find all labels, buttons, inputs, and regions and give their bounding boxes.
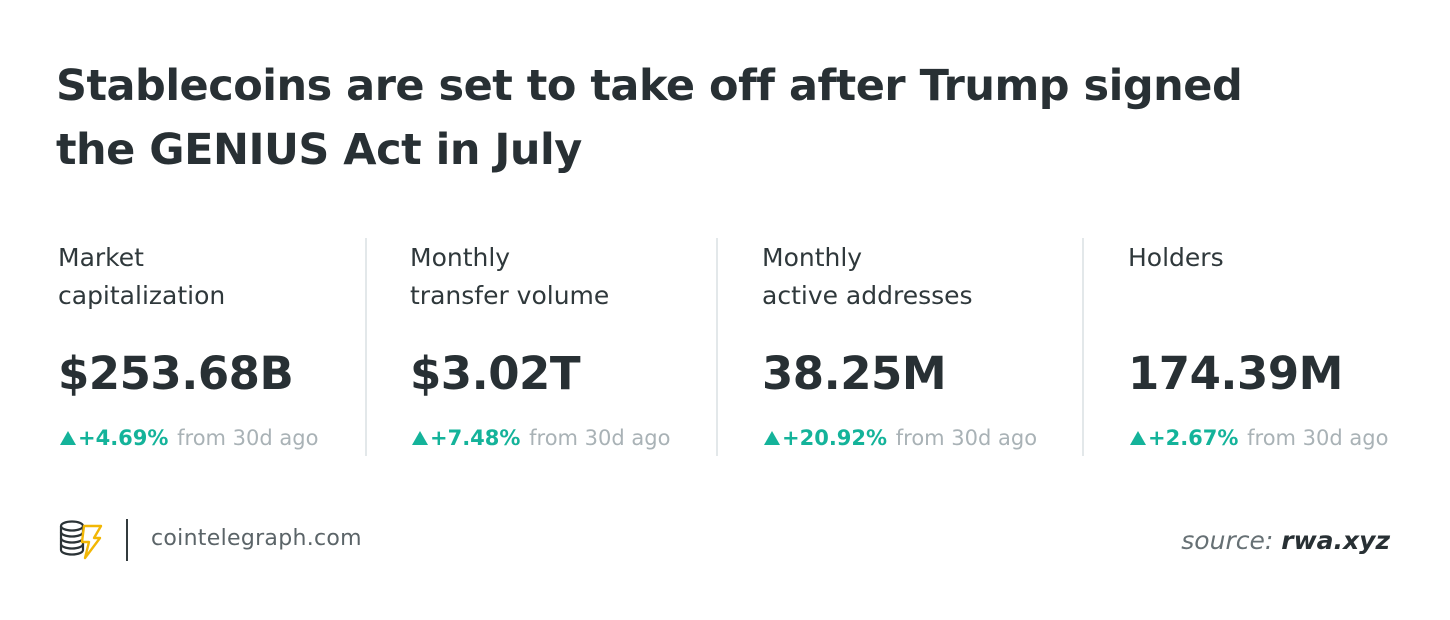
stat-holders: Holders 174.39M +2.67% from 30d ago xyxy=(1128,238,1388,456)
stat-value: 174.39M xyxy=(1128,347,1343,400)
change-period: from 30d ago xyxy=(529,426,671,450)
stat-label: Monthly transfer volume xyxy=(410,239,609,315)
stat-label-line-1: Market xyxy=(58,243,144,272)
stat-active-addresses: Monthly active addresses 38.25M +20.92% … xyxy=(762,238,1037,456)
stat-value: $3.02T xyxy=(410,347,581,400)
page-title: Stablecoins are set to take off after Tr… xyxy=(56,54,1356,182)
stat-transfer-volume: Monthly transfer volume $3.02T +7.48% fr… xyxy=(410,238,670,456)
stat-value: 38.25M xyxy=(762,347,947,400)
cointelegraph-logo-icon xyxy=(59,520,103,560)
source-name: rwa.xyz xyxy=(1281,526,1390,555)
up-arrow-icon xyxy=(412,431,428,445)
change-percent: +20.92% xyxy=(782,426,888,450)
stat-market-cap: Market capitalization $253.68B +4.69% fr… xyxy=(58,238,318,456)
change-percent: +4.69% xyxy=(78,426,169,450)
stat-change: +2.67% from 30d ago xyxy=(1130,423,1388,453)
stat-label: Market capitalization xyxy=(58,239,225,315)
stat-label-line-2: transfer volume xyxy=(410,281,610,310)
column-divider xyxy=(365,238,367,456)
change-period: from 30d ago xyxy=(895,426,1038,450)
change-period: from 30d ago xyxy=(177,426,319,450)
stat-change: +4.69% from 30d ago xyxy=(60,423,318,453)
stat-label-line-1: Monthly xyxy=(410,243,511,272)
footer-separator xyxy=(126,519,128,561)
stat-change: +20.92% from 30d ago xyxy=(764,423,1037,453)
up-arrow-icon xyxy=(60,431,76,445)
up-arrow-icon xyxy=(764,431,780,445)
stat-change: +7.48% from 30d ago xyxy=(412,423,670,453)
footer-site-link[interactable]: cointelegraph.com xyxy=(151,526,362,551)
stat-value: $253.68B xyxy=(58,347,294,400)
stat-label-line-1: Holders xyxy=(1128,243,1224,272)
change-percent: +7.48% xyxy=(430,426,521,450)
source-prefix: source: xyxy=(1181,526,1274,555)
column-divider xyxy=(716,238,718,456)
stat-label-line-2: capitalization xyxy=(58,281,226,310)
stat-label-line-1: Monthly xyxy=(762,243,863,272)
stat-label: Holders xyxy=(1128,239,1224,277)
column-divider xyxy=(1082,238,1084,456)
change-period: from 30d ago xyxy=(1247,426,1389,450)
title-line-1: Stablecoins are set to take off after Tr… xyxy=(56,61,1243,111)
footer-source: source: rwa.xyz xyxy=(1181,524,1390,558)
up-arrow-icon xyxy=(1130,431,1146,445)
change-percent: +2.67% xyxy=(1148,426,1239,450)
stat-label: Monthly active addresses xyxy=(762,239,973,315)
title-line-2: the GENIUS Act in July xyxy=(56,125,582,175)
stat-label-line-2: active addresses xyxy=(762,281,973,310)
